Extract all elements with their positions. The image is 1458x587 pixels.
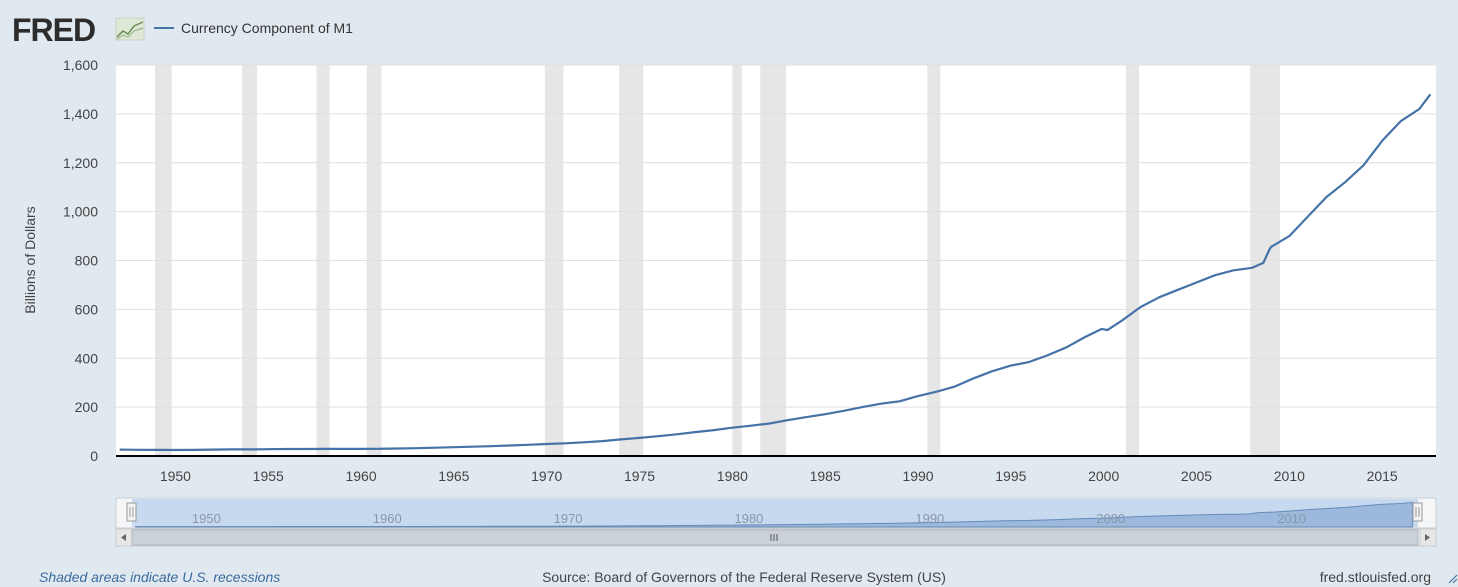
resize-corner-icon[interactable] (1448, 574, 1458, 584)
y-axis-ticks: 0 200 400 600 800 1,000 1,200 1,400 1,600 (63, 57, 98, 464)
scroll-left-button[interactable] (115, 528, 133, 547)
x-tick-label: 1985 (810, 468, 841, 484)
y-tick-label: 400 (75, 350, 99, 366)
site-link[interactable]: fred.stlouisfed.org (1320, 569, 1431, 585)
logo-text: FRED (12, 12, 95, 48)
navigator-area (135, 501, 1414, 528)
arrow-right-icon (1425, 534, 1430, 541)
scrollbar[interactable] (115, 528, 1437, 547)
navigator-tick-label: 1990 (915, 511, 944, 526)
fred-logo[interactable]: FRED (12, 12, 145, 48)
x-tick-label: 1990 (902, 468, 933, 484)
y-tick-label: 1,600 (63, 57, 98, 73)
series-layer (119, 93, 1432, 452)
navigator-series (135, 501, 1414, 528)
navigator-tick-label: 2010 (1277, 511, 1306, 526)
y-tick-label: 1,200 (63, 155, 98, 171)
x-tick-label: 2010 (1274, 468, 1305, 484)
arrow-left-icon (121, 534, 126, 541)
x-tick-label: 1970 (531, 468, 562, 484)
navigator-tick-label: 1960 (373, 511, 402, 526)
recession-note: Shaded areas indicate U.S. recessions (39, 569, 280, 585)
x-axis-ticks: 1950 1955 1960 1965 1970 1975 1980 1985 1990 1995… (160, 468, 1398, 484)
y-tick-label: 200 (75, 399, 99, 415)
y-tick-label: 600 (75, 301, 99, 317)
x-tick-label: 2000 (1088, 468, 1119, 484)
x-tick-label: 1980 (717, 468, 748, 484)
x-tick-label: 1995 (995, 468, 1026, 484)
navigator-left-handle[interactable] (126, 502, 137, 522)
y-tick-label: 1,000 (63, 204, 98, 220)
navigator[interactable]: 1950 1960 1970 1980 1990 2000 2010 (115, 497, 1437, 529)
series-line[interactable] (119, 93, 1432, 452)
x-tick-label: 1950 (160, 468, 191, 484)
x-tick-label: 2005 (1181, 468, 1212, 484)
x-tick-label: 2015 (1367, 468, 1398, 484)
source-text: Source: Board of Governors of the Federa… (542, 569, 946, 585)
x-tick-label: 1975 (624, 468, 655, 484)
y-axis-title: Billions of Dollars (22, 206, 38, 313)
navigator-tick-label: 2000 (1096, 511, 1125, 526)
grid-lines (116, 64, 1436, 408)
x-tick-label: 1960 (345, 468, 376, 484)
y-tick-label: 800 (75, 253, 99, 269)
legend-series-label: Currency Component of M1 (181, 20, 353, 36)
navigator-ticks: 1950 1960 1970 1980 1990 2000 2010 (192, 511, 1306, 526)
chart-line-icon (115, 17, 145, 41)
scrollbar-thumb[interactable] (131, 529, 1419, 546)
y-tick-label: 1,400 (63, 106, 98, 122)
scrollbar-grip-icon (770, 534, 778, 541)
legend[interactable]: Currency Component of M1 (154, 20, 353, 36)
navigator-tick-label: 1970 (554, 511, 583, 526)
y-tick-label: 0 (90, 448, 98, 464)
x-tick-label: 1965 (438, 468, 469, 484)
scroll-right-button[interactable] (1419, 528, 1437, 547)
navigator-right-handle[interactable] (1412, 502, 1423, 522)
x-tick-label: 1955 (253, 468, 284, 484)
navigator-tick-label: 1950 (192, 511, 221, 526)
navigator-tick-label: 1980 (734, 511, 763, 526)
